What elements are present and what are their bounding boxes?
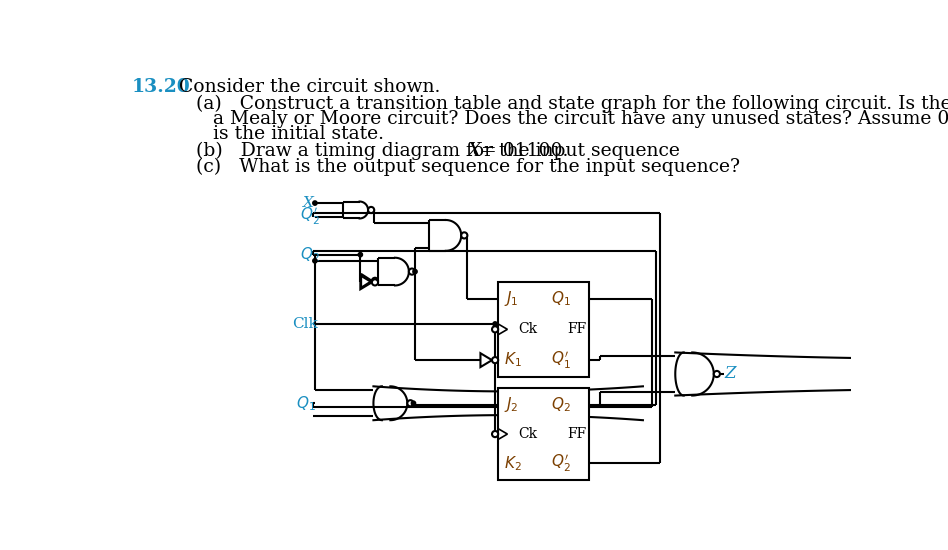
Text: = 01100.: = 01100. <box>475 142 569 160</box>
Text: Ck: Ck <box>519 427 538 441</box>
Text: $J_1$: $J_1$ <box>504 289 520 308</box>
Circle shape <box>409 268 415 274</box>
Circle shape <box>408 400 413 406</box>
Circle shape <box>368 207 374 213</box>
Circle shape <box>411 401 415 405</box>
Circle shape <box>412 270 417 274</box>
Text: $Q_1'$: $Q_1'$ <box>551 350 571 371</box>
Text: FF: FF <box>568 427 587 441</box>
Text: a Mealy or Moore circuit? Does the circuit have any unused states? Assume 00: a Mealy or Moore circuit? Does the circu… <box>213 110 948 128</box>
Text: $J_2$: $J_2$ <box>504 395 519 414</box>
Text: $K_1$: $K_1$ <box>504 351 522 370</box>
Circle shape <box>714 371 720 377</box>
Text: Clk: Clk <box>292 317 318 331</box>
Text: (a)   Construct a transition table and state graph for the following circuit. Is: (a) Construct a transition table and sta… <box>196 95 948 113</box>
Circle shape <box>358 252 362 257</box>
Text: Consider the circuit shown.: Consider the circuit shown. <box>179 78 441 96</box>
Text: X: X <box>467 142 481 160</box>
Text: (c)   What is the output sequence for the input sequence?: (c) What is the output sequence for the … <box>196 158 740 176</box>
Text: Z: Z <box>724 366 736 382</box>
Text: Ck: Ck <box>519 322 538 337</box>
Text: FF: FF <box>568 322 587 337</box>
Text: (b)   Draw a timing diagram for the input sequence: (b) Draw a timing diagram for the input … <box>196 142 686 161</box>
Circle shape <box>372 278 378 284</box>
Circle shape <box>313 258 317 263</box>
Text: $Q_1$: $Q_1$ <box>297 394 316 412</box>
Circle shape <box>313 201 317 205</box>
Circle shape <box>372 279 378 285</box>
Text: $Q_2$: $Q_2$ <box>300 245 319 264</box>
Circle shape <box>492 357 498 363</box>
Circle shape <box>492 431 498 437</box>
Bar <box>498 282 589 377</box>
Circle shape <box>493 322 498 326</box>
Text: $Q_2'$: $Q_2'$ <box>551 453 570 474</box>
Text: $Q_2$: $Q_2$ <box>551 395 570 414</box>
Circle shape <box>492 326 498 332</box>
Text: is the initial state.: is the initial state. <box>213 125 384 144</box>
Text: $Q_2'$: $Q_2'$ <box>300 206 319 228</box>
Text: $K_2$: $K_2$ <box>504 454 522 472</box>
Circle shape <box>462 232 467 239</box>
Text: X: X <box>303 196 314 210</box>
Bar <box>498 388 589 480</box>
Text: 13.20: 13.20 <box>132 78 191 96</box>
Text: $Q_1$: $Q_1$ <box>551 289 571 308</box>
